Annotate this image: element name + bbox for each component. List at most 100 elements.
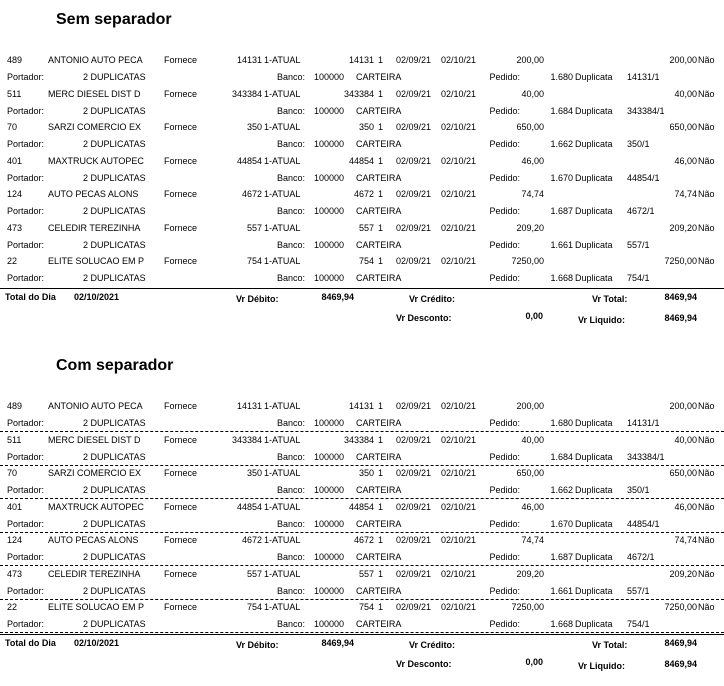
pedido-label: Pedido:: [489, 585, 520, 596]
duplicata-value: 350/1: [627, 139, 650, 149]
total-day-label: Total do Dia: [5, 292, 56, 302]
condition: 1-ATUAL: [264, 602, 301, 612]
banco-code: 100000: [314, 585, 345, 596]
portador-value: 2 DUPLICATAS: [83, 585, 146, 596]
paid-status: Não: [698, 602, 715, 612]
banco-name: CARTEIRA: [356, 206, 402, 216]
amount-balance: 74,74: [674, 535, 697, 545]
banco-name: CARTEIRA: [356, 418, 402, 428]
supplier-code: 124: [7, 189, 23, 199]
installment: 1: [378, 155, 384, 166]
supplier-type: Fornece: [164, 602, 198, 612]
pedido-label: Pedido:: [489, 619, 520, 629]
issue-date: 02/09/21: [396, 88, 432, 99]
portador-label: Portador:: [7, 206, 45, 216]
document-number: 343384: [231, 88, 262, 99]
document-number-2: 14131: [348, 401, 374, 411]
banco-code: 100000: [314, 273, 345, 283]
supplier-name: ANTONIO AUTO PECA: [48, 401, 143, 411]
paid-status: Não: [698, 122, 715, 132]
portador-value: 2 DUPLICATAS: [83, 552, 146, 562]
amount-balance: 650,00: [669, 468, 697, 478]
supplier-code: 22: [7, 602, 18, 612]
supplier-code: 489: [7, 401, 23, 411]
supplier-type: Fornece: [164, 88, 198, 99]
record-row: 22 ELITE SOLUCAO EM P Fornece 754 1-ATUAL 754…: [0, 598, 724, 633]
supplier-code: 511: [7, 434, 22, 445]
day-totals: Total do Dia 02/10/2021 Vr Débito: 8469,94 V…: [0, 288, 724, 325]
installment: 1: [378, 535, 384, 545]
pedido-label: Pedido:: [489, 518, 520, 529]
document-number: 557: [246, 222, 262, 233]
installment: 1: [378, 88, 384, 99]
record-row: 70 SARZI COMERCIO EX Fornece 350 1-ATUAL 350 1…: [0, 464, 724, 499]
record-line-main: 511 MERC DIESEL DIST D Fornece 343384 1-ATUA…: [0, 433, 724, 447]
document-number-2: 557: [358, 568, 374, 579]
due-date: 02/10/21: [441, 88, 477, 99]
duplicata-label: Duplicata: [575, 552, 613, 562]
record-line-main: 489 ANTONIO AUTO PECA Fornece 14131 1-ATUAL 1…: [0, 53, 724, 67]
record-row: 489 ANTONIO AUTO PECA Fornece 14131 1-ATUAL 1…: [0, 51, 724, 85]
pedido-value: 1.662: [550, 485, 573, 495]
supplier-type: Fornece: [164, 122, 198, 132]
supplier-name: SARZI COMERCIO EX: [48, 468, 142, 478]
vr-total-value: 8469,94: [664, 292, 697, 302]
vr-debito-value: 8469,94: [321, 638, 354, 648]
supplier-code: 401: [7, 155, 23, 166]
record-row: 124 AUTO PECAS ALONS Fornece 4672 1-ATUAL 467…: [0, 531, 724, 566]
supplier-type: Fornece: [164, 222, 198, 233]
banco-name: CARTEIRA: [356, 552, 402, 562]
pedido-label: Pedido:: [489, 206, 520, 216]
amount-balance: 209,20: [669, 568, 697, 579]
pedido-value: 1.687: [550, 552, 573, 562]
record-line-main: 124 AUTO PECAS ALONS Fornece 4672 1-ATUAL 467…: [0, 187, 724, 201]
portador-label: Portador:: [7, 172, 45, 183]
vr-desconto-label: Vr Desconto:: [396, 313, 452, 323]
supplier-type: Fornece: [164, 501, 198, 512]
due-date: 02/10/21: [441, 602, 477, 612]
supplier-type: Fornece: [164, 434, 198, 445]
supplier-code: 401: [7, 501, 23, 512]
portador-value: 2 DUPLICATAS: [83, 619, 146, 629]
pedido-value: 1.670: [550, 518, 573, 529]
document-number-2: 4672: [353, 189, 374, 199]
duplicata-label: Duplicata: [575, 451, 613, 462]
condition: 1-ATUAL: [264, 155, 301, 166]
supplier-code: 70: [7, 468, 18, 478]
condition: 1-ATUAL: [264, 535, 301, 545]
banco-label: Banco:: [276, 239, 305, 250]
pedido-label: Pedido:: [489, 105, 520, 116]
record-line-detail: Portador: 2 DUPLICATAS Banco: 100000 CARTEIR…: [0, 550, 724, 564]
supplier-name: CELEDIR TEREZINHA: [48, 222, 141, 233]
amount: 46,00: [521, 155, 544, 166]
amount-balance: 74,74: [674, 189, 697, 199]
banco-name: CARTEIRA: [356, 139, 402, 149]
duplicata-value: 44854/1: [627, 518, 660, 529]
supplier-code: 473: [7, 568, 23, 579]
pedido-value: 1.670: [550, 172, 573, 183]
vr-liquido-label: Vr Liquido:: [578, 661, 625, 671]
banco-code: 100000: [314, 418, 345, 428]
supplier-name: SARZI COMERCIO EX: [48, 122, 142, 132]
document-number: 44854: [236, 155, 262, 166]
condition: 1-ATUAL: [264, 88, 301, 99]
total-day-date: 02/10/2021: [74, 638, 120, 648]
supplier-type: Fornece: [164, 401, 198, 411]
document-number-2: 754: [358, 602, 374, 612]
duplicata-value: 350/1: [627, 485, 650, 495]
record-line-main: 124 AUTO PECAS ALONS Fornece 4672 1-ATUAL 467…: [0, 533, 724, 547]
document-number: 4672: [241, 189, 262, 199]
amount-balance: 7250,00: [664, 256, 697, 266]
amount: 209,20: [516, 222, 544, 233]
document-number: 14131: [236, 55, 262, 65]
duplicata-value: 4672/1: [627, 206, 655, 216]
banco-name: CARTEIRA: [356, 273, 402, 283]
condition: 1-ATUAL: [264, 222, 301, 233]
supplier-name: MAXTRUCK AUTOPEC: [48, 155, 144, 166]
amount: 40,00: [521, 88, 544, 99]
record-line-detail: Portador: 2 DUPLICATAS Banco: 100000 CARTEIR…: [0, 483, 724, 497]
due-date: 02/10/21: [441, 401, 477, 411]
portador-value: 2 DUPLICATAS: [83, 139, 146, 149]
total-day-label: Total do Dia: [5, 638, 56, 648]
due-date: 02/10/21: [441, 155, 477, 166]
